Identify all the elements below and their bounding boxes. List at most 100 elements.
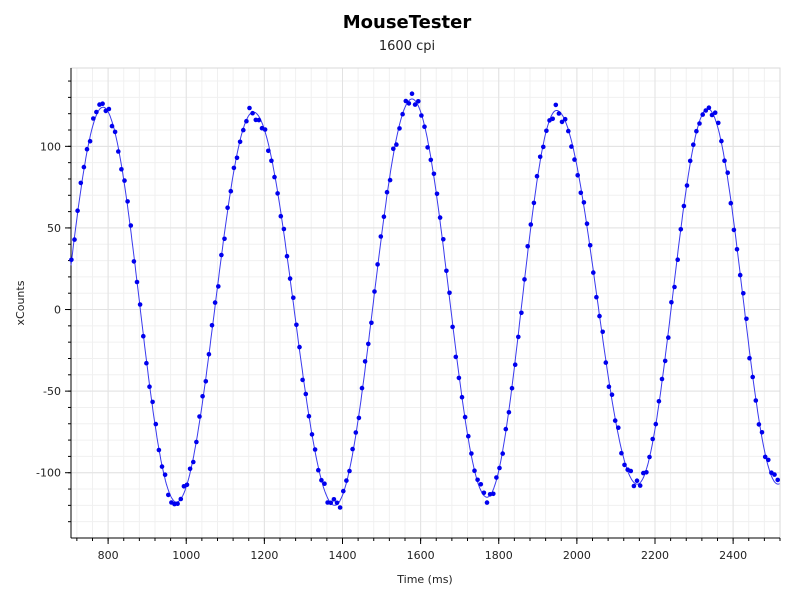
data-point	[366, 341, 371, 347]
data-point	[69, 257, 74, 263]
data-point	[384, 189, 390, 195]
data-point	[262, 127, 268, 132]
y-tick-label: -50	[43, 385, 61, 398]
data-point	[256, 117, 262, 123]
data-point	[456, 375, 462, 381]
data-point	[312, 447, 318, 452]
data-point	[609, 392, 615, 398]
data-point	[100, 101, 105, 106]
data-point	[647, 454, 652, 460]
data-point	[672, 284, 677, 290]
data-point	[109, 123, 115, 129]
data-point	[212, 300, 218, 305]
data-point	[75, 208, 80, 213]
y-tick-label: 100	[40, 140, 61, 153]
data-point	[653, 421, 659, 427]
x-tick-label: 1600	[407, 549, 435, 562]
data-point	[503, 426, 509, 432]
data-point	[156, 447, 162, 453]
data-point	[734, 247, 740, 252]
data-point	[428, 157, 434, 163]
data-point	[753, 398, 759, 403]
data-point	[244, 118, 249, 124]
data-point	[581, 200, 587, 205]
plot-frame	[70, 67, 781, 539]
data-point	[266, 148, 271, 154]
grid	[71, 68, 781, 538]
data-point	[231, 165, 237, 171]
chart-title: MouseTester	[343, 12, 472, 33]
data-point	[119, 167, 124, 172]
data-point	[356, 415, 362, 421]
data-point	[362, 359, 368, 364]
data-point	[191, 459, 196, 465]
data-point	[406, 101, 412, 106]
data-point	[247, 105, 252, 111]
data-point	[397, 126, 402, 131]
data-point	[162, 472, 168, 478]
data-point	[712, 110, 718, 115]
data-point	[500, 451, 506, 456]
data-point	[228, 188, 234, 194]
data-point	[597, 313, 602, 319]
data-point	[687, 158, 693, 164]
data-point	[278, 213, 284, 219]
data-point	[716, 120, 721, 126]
data-point	[575, 173, 580, 178]
data-point	[334, 500, 340, 506]
data-point	[372, 289, 377, 294]
data-point	[731, 227, 737, 233]
data-point	[650, 436, 655, 442]
data-point	[300, 377, 305, 383]
x-tick-label: 1800	[485, 549, 513, 562]
y-tick-label: 50	[47, 222, 61, 235]
data-point	[219, 252, 224, 258]
data-point	[294, 322, 299, 328]
data-point	[756, 422, 762, 427]
data-point	[209, 323, 215, 328]
data-point	[394, 142, 399, 147]
data-point	[400, 111, 405, 117]
data-point	[297, 344, 302, 350]
data-point	[591, 270, 596, 275]
data-point	[178, 496, 184, 502]
data-point	[316, 467, 321, 473]
data-point	[553, 102, 559, 108]
data-point	[744, 316, 749, 322]
data-point	[275, 191, 280, 196]
y-tick-label: -100	[36, 467, 61, 480]
chart-subtitle: 1600 cpi	[379, 39, 435, 54]
data-point	[587, 243, 593, 248]
data-point	[328, 500, 334, 506]
data-point	[331, 497, 337, 502]
data-point	[234, 155, 240, 161]
data-point	[122, 178, 127, 183]
data-point	[622, 462, 627, 468]
data-point	[525, 244, 530, 249]
y-tick-label: 0	[54, 304, 61, 317]
data-point	[469, 451, 474, 456]
data-point	[425, 145, 430, 150]
data-point	[578, 190, 584, 196]
data-point	[112, 129, 118, 135]
data-point	[637, 483, 643, 488]
data-point	[628, 468, 634, 474]
data-point	[81, 164, 87, 170]
data-point	[87, 138, 93, 144]
data-point	[153, 421, 159, 427]
data-point	[566, 128, 571, 134]
data-point	[666, 335, 671, 340]
data-point	[706, 105, 712, 110]
data-point	[559, 119, 565, 125]
data-point	[700, 112, 705, 117]
data-point	[453, 354, 459, 360]
data-point	[319, 477, 324, 483]
data-point	[759, 430, 765, 435]
data-point	[141, 333, 146, 339]
data-point	[437, 215, 443, 220]
data-point	[747, 355, 752, 361]
data-point	[350, 446, 355, 452]
data-point	[669, 300, 674, 305]
data-point	[150, 399, 155, 405]
